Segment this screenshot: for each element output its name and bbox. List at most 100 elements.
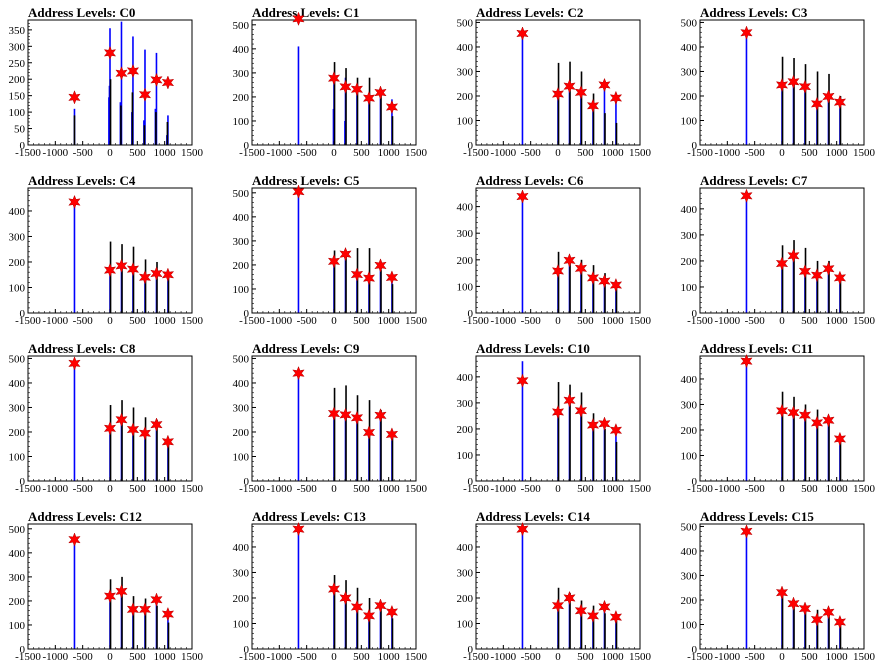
x-tick-label: 0 <box>555 147 561 159</box>
x-tick-label: -500 <box>745 315 766 327</box>
peak-marker <box>798 264 812 279</box>
x-tick-label: 1000 <box>602 483 625 495</box>
x-tick-label: 1500 <box>853 651 876 663</box>
peak-marker <box>126 63 140 79</box>
x-tick-label: 1500 <box>853 483 876 495</box>
y-tick-label: 500 <box>9 353 26 365</box>
y-tick-label: 300 <box>681 570 698 582</box>
x-tick-label: 500 <box>801 147 818 159</box>
x-tick-label: 0 <box>779 147 785 159</box>
x-tick-label: -1500 <box>239 315 265 327</box>
y-tick-label: 0 <box>692 308 698 320</box>
peak-marker <box>787 74 800 89</box>
x-tick-label: 1500 <box>181 483 204 495</box>
chart-svg: 0 100 200 300 400 500 -1500 -1000 -500 0 500 1000 15… <box>681 521 876 663</box>
y-tick-label: 400 <box>681 546 698 558</box>
y-tick-label: 200 <box>681 595 698 607</box>
peak-marker <box>563 393 576 408</box>
chart-panel: Address Levels: C14 0 100 200 300 400 -1500 -10… <box>448 504 672 672</box>
peak-marker <box>161 75 175 90</box>
peak-marker <box>574 261 588 276</box>
y-tick-label: 300 <box>9 572 26 584</box>
y-tick-label: 400 <box>681 204 698 216</box>
x-tick-label: 1500 <box>853 147 876 159</box>
peak-marker <box>775 77 789 93</box>
y-tick-label: 350 <box>9 25 26 37</box>
y-tick-label: 500 <box>233 188 250 200</box>
y-tick-label: 200 <box>9 596 26 608</box>
x-tick-label: 500 <box>801 315 818 327</box>
chart-panel: Address Levels: C13 0 100 200 300 400 -1500 -10… <box>224 504 448 672</box>
x-tick-label: -1000 <box>714 315 740 327</box>
peak-marker <box>115 258 128 273</box>
peak-marker <box>103 421 117 436</box>
peak-marker <box>138 270 152 285</box>
y-tick-label: 400 <box>233 378 250 390</box>
x-tick-label: 500 <box>577 315 594 327</box>
y-tick-label: 0 <box>20 476 26 488</box>
x-tick-label: 1000 <box>378 315 401 327</box>
y-tick-label: 200 <box>233 92 250 104</box>
x-tick-label: 1000 <box>826 651 849 663</box>
y-tick-label: 200 <box>233 427 250 439</box>
peak-marker <box>775 256 789 271</box>
peak-marker <box>103 45 117 61</box>
y-tick-label: 100 <box>457 281 474 293</box>
x-tick-label: 0 <box>107 147 113 159</box>
peak-marker <box>339 246 352 262</box>
x-tick-label: -1500 <box>463 483 489 495</box>
x-tick-label: 1000 <box>378 651 401 663</box>
y-tick-label: 0 <box>692 476 698 488</box>
x-tick-label: 500 <box>577 483 594 495</box>
peak-marker <box>516 189 529 204</box>
peak-marker <box>339 590 352 606</box>
y-tick-label: 400 <box>233 542 250 554</box>
peak-marker <box>138 87 152 102</box>
peak-marker <box>350 82 364 97</box>
x-tick-label: 500 <box>129 483 146 495</box>
x-tick-label: 1500 <box>629 651 652 663</box>
chart-svg: 0 100 200 300 400 500 -1500 -1000 -500 0 500 1000 15… <box>9 353 204 495</box>
peak-marker <box>574 603 588 618</box>
y-tick-label: 300 <box>9 231 26 243</box>
chart-title: Address Levels: C0 <box>28 5 136 20</box>
y-tick-label: 200 <box>233 593 250 605</box>
chart-svg: 0 100 200 300 400 500 -1500 -1000 -500 0 500 1000 15… <box>233 353 428 495</box>
y-tick-label: 300 <box>233 567 250 579</box>
x-tick-label: 500 <box>577 651 594 663</box>
y-tick-label: 100 <box>233 284 250 296</box>
peak-marker <box>833 431 847 447</box>
chart-svg: 0 100 200 300 400 -1500 -1000 -500 0 500 1000 1500 <box>457 355 652 495</box>
peak-marker <box>798 601 812 616</box>
y-tick-label: 400 <box>457 542 474 554</box>
chart-title: Address Levels: C10 <box>476 341 590 356</box>
chart-panel: Address Levels: C2 0 100 200 300 400 500 -1500-… <box>448 0 672 168</box>
y-tick-label: 0 <box>20 308 26 320</box>
chart-svg: 0 100 200 300 400 500 -1500 -1000 -500 0 500 1000 15… <box>681 17 876 159</box>
peak-marker <box>374 598 387 613</box>
chart-panel: Address Levels: C1 0 100 200 300 400 500 -1500-… <box>224 0 448 168</box>
peak-marker <box>385 427 399 442</box>
y-tick-label: 300 <box>233 402 250 414</box>
x-tick-label: -1500 <box>463 651 489 663</box>
x-tick-label: 1500 <box>181 147 204 159</box>
x-tick-label: 500 <box>129 315 146 327</box>
x-tick-label: -1000 <box>266 315 292 327</box>
chart-title: Address Levels: C7 <box>700 173 808 188</box>
x-tick-label: 0 <box>331 651 337 663</box>
peak-marker <box>516 373 529 388</box>
y-tick-label: 200 <box>681 425 698 437</box>
chart-panel: Address Levels: C5 0 100 200 300 400 500 -1500-… <box>224 168 448 336</box>
x-tick-label: -1000 <box>490 651 516 663</box>
peak-marker <box>68 194 81 210</box>
y-tick-label: 500 <box>233 20 250 32</box>
x-tick-label: -500 <box>297 651 318 663</box>
y-tick-label: 0 <box>468 140 474 152</box>
x-tick-label: -500 <box>745 651 766 663</box>
chart-panel: Address Levels: C10 0 100 200 300 400 -1500 -10… <box>448 336 672 504</box>
y-tick-label: 0 <box>468 308 474 320</box>
y-tick-label: 500 <box>681 17 698 29</box>
x-tick-label: 1500 <box>405 315 428 327</box>
peak-marker <box>115 584 128 599</box>
peak-marker <box>126 261 140 277</box>
